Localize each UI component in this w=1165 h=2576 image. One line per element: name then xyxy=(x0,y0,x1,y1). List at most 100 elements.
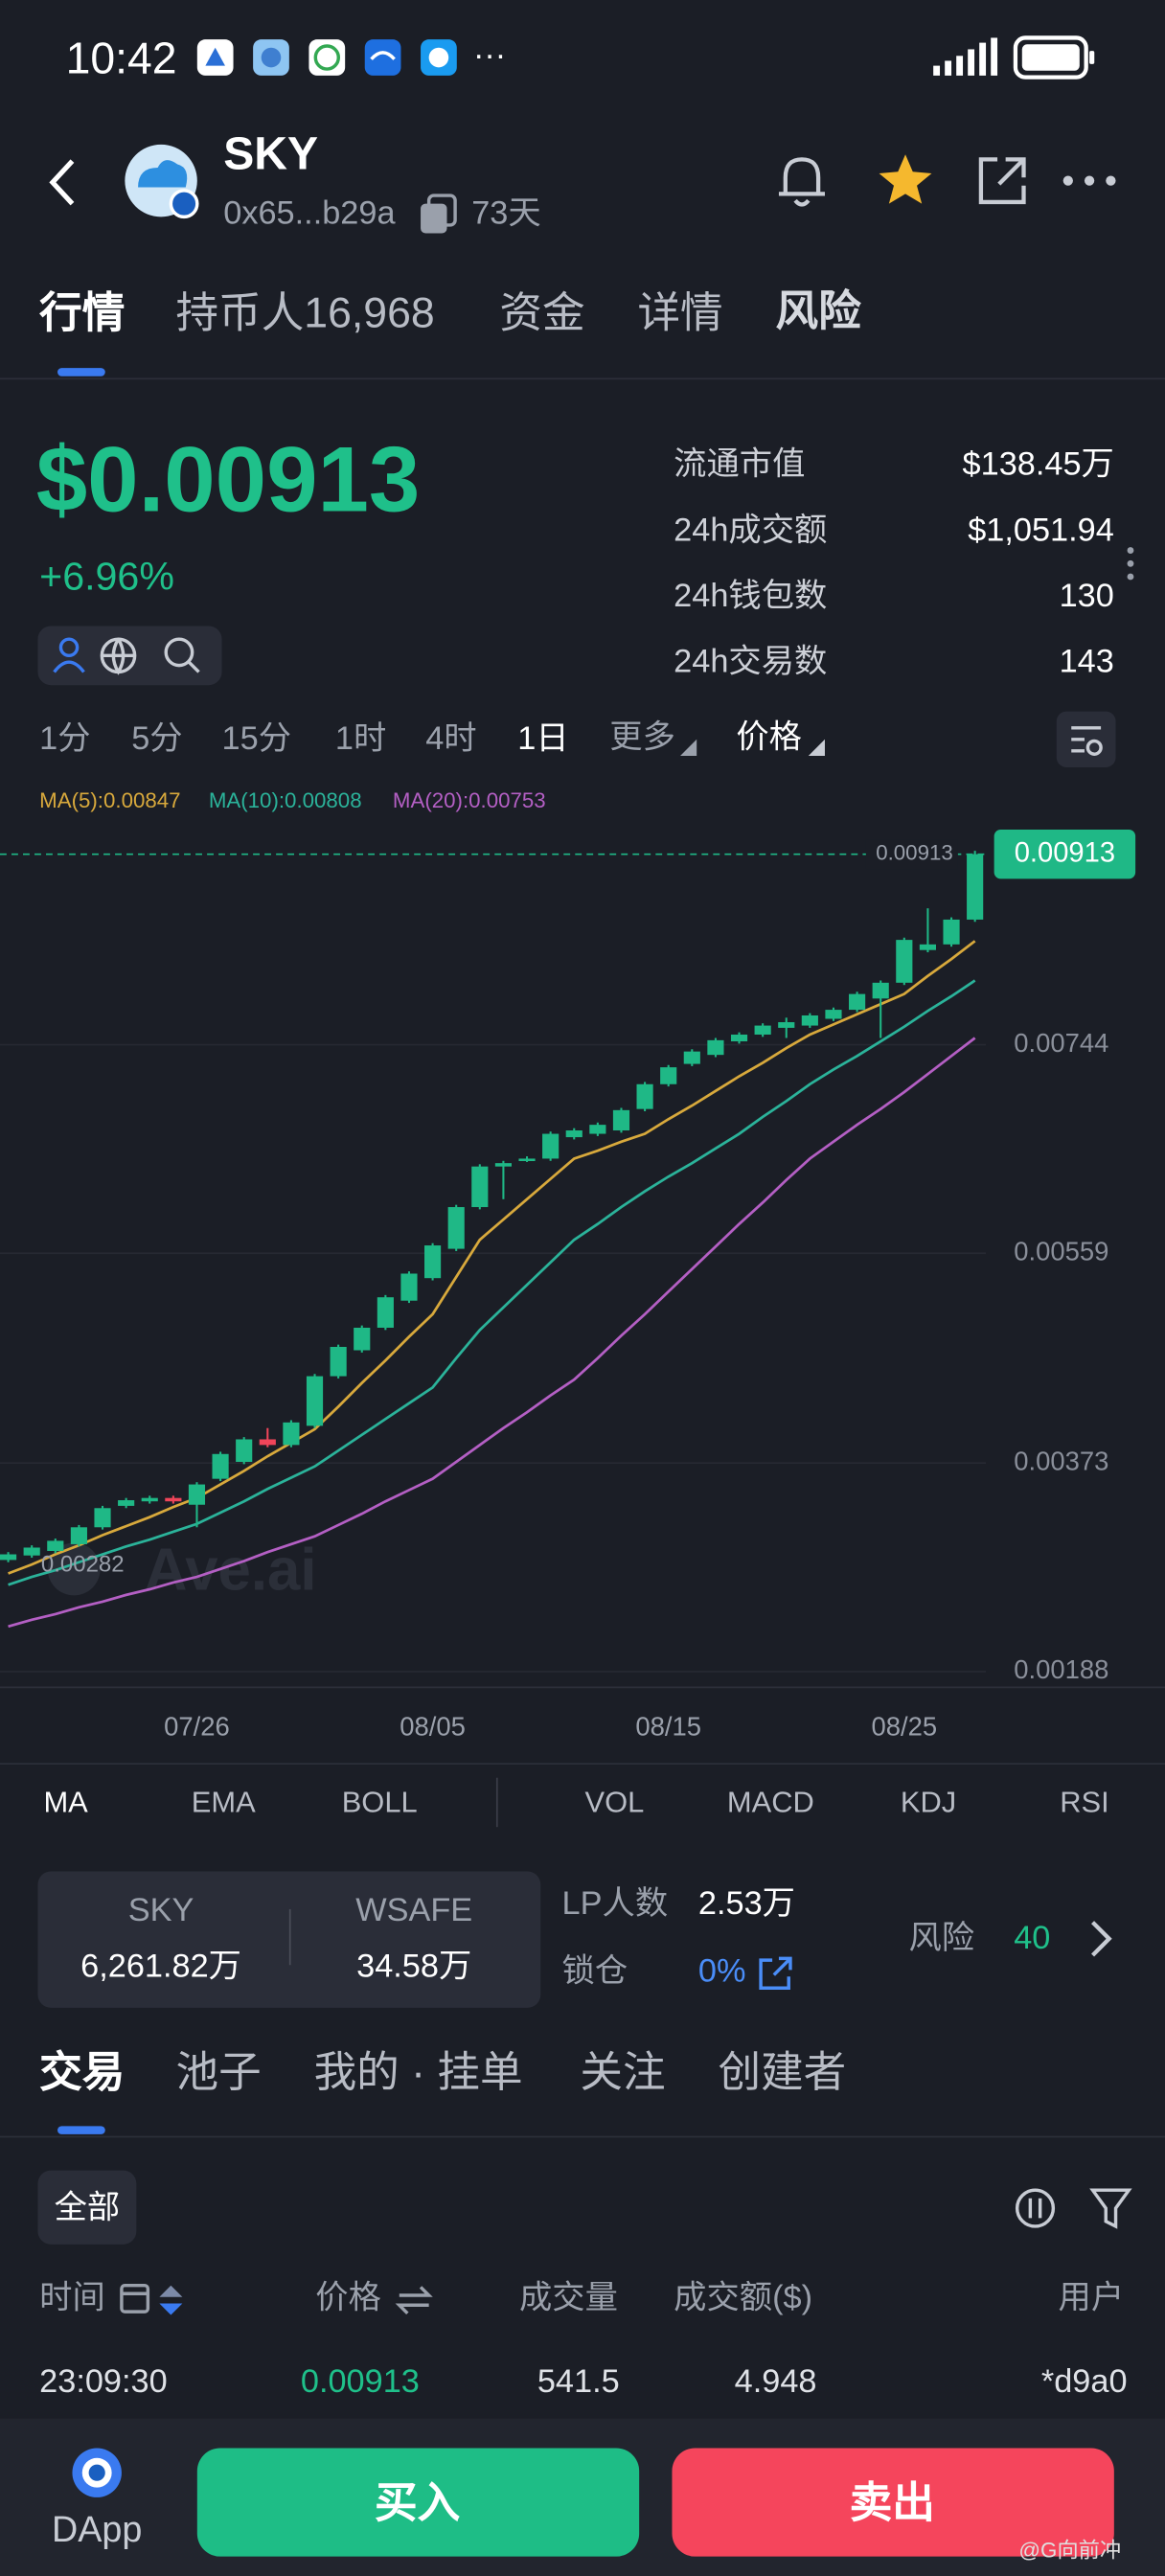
indicator[interactable]: MA xyxy=(43,1786,88,1819)
trade-tab[interactable]: 池子 xyxy=(175,2047,262,2097)
external-link[interactable] xyxy=(758,1955,794,1992)
lock-value[interactable]: 0% xyxy=(697,1953,746,1990)
token-address: 0x65...b29a xyxy=(223,195,396,232)
candle-body xyxy=(354,1327,371,1351)
dapp-label[interactable]: DApp xyxy=(51,2508,143,2550)
candle-body xyxy=(141,1497,158,1502)
candle-body xyxy=(424,1245,442,1279)
candle-body xyxy=(565,1130,582,1138)
tab[interactable]: 行情 xyxy=(39,287,126,337)
status-time: 10:42 xyxy=(65,34,177,83)
candle-body xyxy=(23,1547,40,1556)
interval[interactable]: 5分 xyxy=(131,720,183,758)
bell-icon[interactable] xyxy=(772,151,832,211)
sell-button[interactable] xyxy=(672,2448,1114,2557)
legend-entry: MA(20):0.00753 xyxy=(393,788,546,812)
indicator[interactable]: EMA xyxy=(191,1786,256,1819)
filter-label: 全部 xyxy=(54,2190,121,2226)
chart-settings[interactable] xyxy=(1056,711,1116,767)
divider xyxy=(0,2135,1165,2138)
swap-icon xyxy=(395,2286,433,2315)
trade-tab[interactable]: 创建者 xyxy=(718,2047,847,2097)
star-icon[interactable] xyxy=(876,151,935,211)
watermark: @G向前冲 xyxy=(1018,2537,1122,2563)
copy-icon[interactable] xyxy=(418,194,461,237)
y-tick-label: 0.00188 xyxy=(1014,1654,1108,1684)
ma-line xyxy=(8,979,976,1586)
price-tag xyxy=(994,829,1136,879)
chevron[interactable] xyxy=(1087,1919,1113,1958)
interval[interactable]: 4时 xyxy=(425,720,477,758)
table-tools[interactable] xyxy=(1014,2187,1132,2233)
candle-body xyxy=(967,854,984,920)
pool-divider xyxy=(288,1908,291,1966)
candle-body xyxy=(494,1163,512,1167)
column-header[interactable]: 价格 xyxy=(315,2280,381,2317)
interval[interactable]: 1时 xyxy=(334,720,387,758)
indicator[interactable]: VOL xyxy=(584,1786,645,1819)
token-name: SKY xyxy=(223,127,319,179)
divider xyxy=(0,377,1165,380)
share-icon[interactable] xyxy=(974,153,1030,209)
tab-indicator xyxy=(57,368,105,376)
tool-icons[interactable] xyxy=(49,634,214,677)
candle-body xyxy=(165,1497,182,1502)
buy-button[interactable] xyxy=(196,2448,640,2557)
back-button[interactable] xyxy=(43,158,82,207)
candle-body xyxy=(188,1484,206,1505)
candle-body xyxy=(589,1125,606,1134)
indicator[interactable]: RSI xyxy=(1060,1786,1109,1819)
chart-watermark: Ave.ai xyxy=(145,1537,317,1603)
candle-body xyxy=(118,1500,135,1506)
pool-token: WSAFE xyxy=(355,1892,473,1929)
candle-body xyxy=(943,919,960,945)
stat-label: 24h钱包数 xyxy=(674,578,828,615)
indicator[interactable]: KDJ xyxy=(900,1786,957,1819)
indicator[interactable]: BOLL xyxy=(341,1786,418,1819)
candle-body xyxy=(730,1034,748,1042)
trade-tab[interactable]: 关注 xyxy=(580,2047,666,2097)
lp-label: LP人数 xyxy=(561,1885,669,1923)
candle-body xyxy=(377,1297,394,1328)
dropdown-caret xyxy=(680,739,697,756)
more-icon[interactable] xyxy=(1062,171,1121,191)
candle-body xyxy=(400,1273,418,1301)
interval[interactable]: 更多 xyxy=(609,719,675,756)
candle-body xyxy=(283,1422,300,1446)
candle-body xyxy=(518,1158,536,1162)
watermark-logo xyxy=(47,1542,101,1596)
tab[interactable]: 持币人16,968 xyxy=(175,287,435,337)
trade-tab[interactable]: 交易 xyxy=(39,2047,126,2097)
cell-user: *d9a0 xyxy=(1040,2364,1128,2401)
legend-entry: MA(10):0.00808 xyxy=(209,788,362,812)
indicator[interactable]: MACD xyxy=(726,1786,814,1819)
tab[interactable]: 资金 xyxy=(499,287,585,337)
ma-line xyxy=(8,1037,976,1629)
candle-body xyxy=(778,1022,795,1028)
trade-tab[interactable]: 我的 · 挂单 xyxy=(313,2047,523,2097)
cell-price: 0.00913 xyxy=(300,2364,420,2401)
token-avatar xyxy=(125,144,199,219)
tab[interactable]: 风险 xyxy=(775,285,861,335)
price-change: +6.96% xyxy=(39,555,174,601)
tab[interactable]: 详情 xyxy=(637,287,723,337)
candle-body xyxy=(47,1540,64,1551)
price-mode[interactable]: 价格 xyxy=(736,719,802,756)
dapp-icon[interactable] xyxy=(69,2445,125,2500)
candle-body xyxy=(660,1067,677,1084)
stat-value: 143 xyxy=(1059,644,1114,681)
candle-body xyxy=(94,1508,111,1528)
column-header[interactable]: 时间 xyxy=(39,2280,105,2317)
price-tag-label: 0.00913 xyxy=(1015,837,1115,868)
candle-body xyxy=(849,993,866,1011)
candle-body xyxy=(236,1439,253,1463)
divider xyxy=(0,1763,1165,1766)
interval[interactable]: 1日 xyxy=(517,720,569,758)
interval[interactable]: 15分 xyxy=(221,720,291,758)
lp-value: 2.53万 xyxy=(697,1885,795,1923)
candle-body xyxy=(471,1166,489,1208)
dropdown-caret xyxy=(808,739,825,756)
filter-chip[interactable] xyxy=(37,2170,137,2245)
interval[interactable]: 1分 xyxy=(39,720,91,758)
